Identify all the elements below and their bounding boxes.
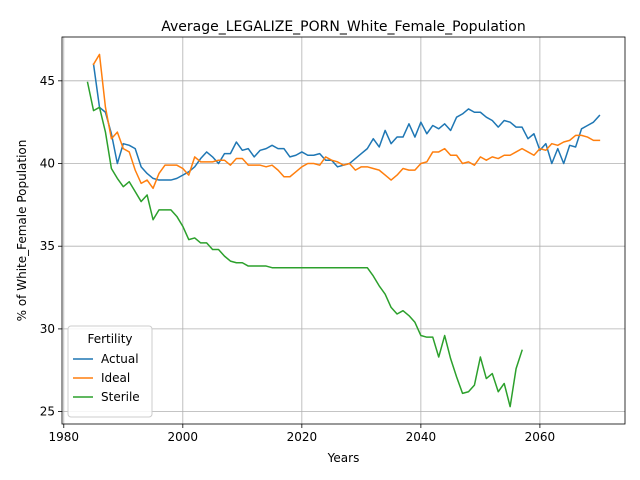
legend-items: Actual Ideal Sterile: [73, 352, 140, 404]
y-axis-ticks: 25 30 35 40 45: [40, 74, 62, 419]
legend-label-sterile: Sterile: [101, 390, 140, 404]
chart-title: Average_LEGALIZE_PORN_White_Female_Popul…: [161, 19, 525, 35]
series-line-ideal: [92, 53, 601, 190]
y-tick-label: 30: [40, 322, 55, 336]
legend: Fertility Actual Ideal Sterile: [67, 325, 153, 418]
y-tick-label: 35: [40, 239, 55, 253]
series-line-sterile: [86, 81, 523, 408]
y-tick-label: 45: [40, 74, 55, 88]
x-tick-label: 2040: [406, 430, 437, 444]
y-tick-label: 40: [40, 157, 55, 171]
legend-label-actual: Actual: [101, 352, 139, 366]
plot-frame: [61, 36, 626, 425]
series-layer: [86, 53, 601, 408]
x-tick-label: 1980: [49, 430, 80, 444]
x-tick-label: 2000: [168, 430, 199, 444]
legend-title: Fertility: [87, 332, 132, 346]
x-tick-label: 2060: [525, 430, 556, 444]
x-axis-ticks: 1980 2000 2020 2040 2060: [49, 424, 556, 444]
legend-box: [67, 325, 153, 418]
x-axis-label: Years: [327, 451, 360, 465]
legend-label-ideal: Ideal: [101, 371, 130, 385]
x-tick-label: 2020: [287, 430, 318, 444]
y-tick-label: 25: [40, 405, 55, 419]
y-axis-label: % of White_Female Population: [15, 140, 29, 322]
grid: [62, 37, 625, 424]
